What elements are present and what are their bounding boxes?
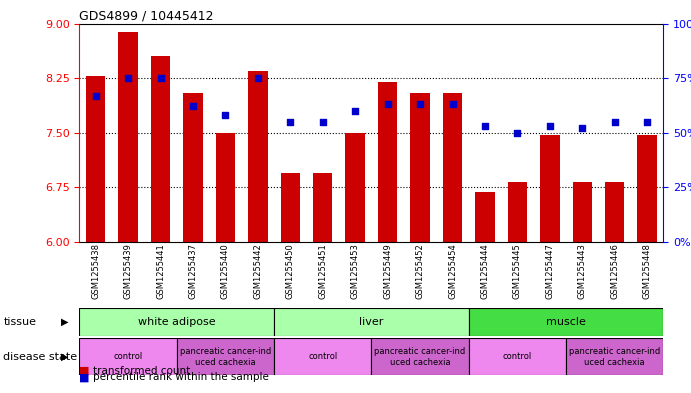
Point (415, 101, 426, 107)
Text: ■: ■ (79, 372, 90, 382)
Point (512, 129, 523, 136)
Point (187, 103, 198, 110)
Point (317, 119, 328, 125)
Point (577, 125, 588, 131)
Bar (313, 173, 332, 242)
Text: disease state: disease state (3, 352, 77, 362)
Point (252, 75, 263, 81)
Point (122, 75, 133, 81)
Text: liver: liver (359, 317, 384, 327)
Bar (443, 93, 462, 242)
Point (220, 112, 231, 118)
Bar (79, 338, 177, 375)
Text: tissue: tissue (3, 317, 37, 327)
Bar (468, 338, 566, 375)
Bar (183, 93, 202, 242)
Point (642, 119, 653, 125)
Bar (248, 71, 267, 242)
Bar (274, 338, 372, 375)
Bar (86, 76, 106, 242)
Bar (281, 173, 300, 242)
Bar (566, 338, 663, 375)
Bar (468, 308, 663, 336)
Bar (605, 182, 625, 242)
Point (609, 119, 621, 125)
Text: pancreatic cancer-ind
uced cachexia: pancreatic cancer-ind uced cachexia (569, 347, 661, 367)
Bar (151, 56, 170, 242)
Point (545, 123, 556, 129)
Text: percentile rank within the sample: percentile rank within the sample (93, 372, 269, 382)
Text: GDS4899 / 10445412: GDS4899 / 10445412 (79, 9, 214, 22)
Text: control: control (503, 352, 532, 361)
Text: transformed count: transformed count (93, 366, 191, 376)
Bar (410, 93, 430, 242)
Bar (274, 308, 468, 336)
Bar (573, 182, 592, 242)
Point (285, 119, 296, 125)
Bar (118, 32, 138, 242)
Point (447, 101, 458, 107)
Point (350, 108, 361, 114)
Bar (637, 135, 657, 242)
Text: white adipose: white adipose (138, 317, 216, 327)
Point (382, 101, 393, 107)
Bar (79, 308, 274, 336)
Text: ■: ■ (79, 366, 90, 376)
Bar (346, 132, 365, 242)
Text: ▶: ▶ (61, 317, 68, 327)
Point (90, 92, 101, 99)
Text: control: control (308, 352, 337, 361)
Text: ▶: ▶ (61, 352, 68, 362)
Bar (216, 132, 235, 242)
Bar (508, 182, 527, 242)
Bar (372, 338, 468, 375)
Bar (177, 338, 274, 375)
Point (480, 123, 491, 129)
Text: pancreatic cancer-ind
uced cachexia: pancreatic cancer-ind uced cachexia (375, 347, 466, 367)
Bar (378, 82, 397, 242)
Text: control: control (113, 352, 143, 361)
Bar (540, 135, 560, 242)
Text: muscle: muscle (546, 317, 586, 327)
Text: pancreatic cancer-ind
uced cachexia: pancreatic cancer-ind uced cachexia (180, 347, 271, 367)
Point (155, 75, 166, 81)
Bar (475, 192, 495, 242)
